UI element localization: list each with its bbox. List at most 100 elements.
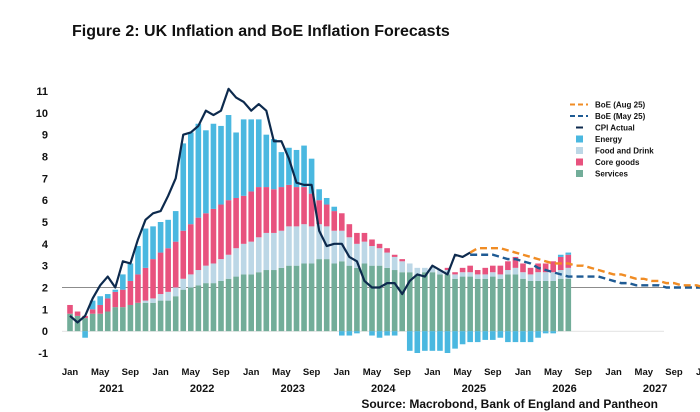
legend-swatch-food — [576, 147, 583, 154]
bar-food — [399, 261, 405, 273]
bar-services — [225, 278, 232, 332]
bar-core — [271, 189, 277, 233]
bar-food — [195, 270, 202, 286]
bar-services — [331, 263, 338, 332]
year-label: 2023 — [280, 383, 304, 395]
bar-food — [414, 267, 421, 275]
bar-energy — [331, 206, 338, 212]
x-tick-label: May — [272, 367, 291, 378]
bar-services — [263, 270, 270, 332]
bar-core — [127, 280, 134, 305]
bar-energy — [520, 331, 526, 343]
bar-services — [172, 296, 179, 332]
bar-services — [316, 259, 322, 332]
y-tick-label: 9 — [42, 130, 48, 142]
bar-food — [233, 248, 239, 277]
bar-services — [474, 278, 481, 332]
bar-core — [172, 241, 179, 288]
legend-label-cpi: CPI Actual — [595, 124, 635, 133]
bar-core — [293, 187, 300, 227]
bar-food — [565, 267, 572, 279]
bar-energy — [557, 254, 564, 257]
bar-food — [482, 274, 489, 279]
bar-energy — [391, 331, 398, 336]
bar-services — [497, 278, 504, 332]
bar-energy — [172, 211, 179, 242]
bar-services — [97, 313, 103, 332]
bar-services — [104, 311, 111, 332]
bar-core — [157, 252, 164, 295]
year-label: 2027 — [643, 383, 667, 395]
year-label: 2026 — [552, 383, 576, 395]
bar-food — [542, 272, 549, 281]
bar-energy — [467, 331, 473, 343]
bar-energy — [271, 139, 277, 190]
bar-services — [135, 302, 141, 332]
series-line-boe_aug — [469, 246, 700, 288]
bar-food — [301, 224, 307, 264]
bar-energy — [165, 219, 171, 249]
bar-energy — [316, 189, 322, 201]
chart-source: Source: Macrobond, Bank of England and P… — [361, 397, 658, 411]
bar-core — [346, 224, 353, 238]
bar-services — [406, 272, 413, 332]
bar-services — [180, 289, 187, 332]
bar-energy — [82, 331, 88, 338]
bar-food — [497, 274, 504, 279]
bar-energy — [157, 222, 164, 253]
bar-services — [203, 283, 209, 332]
bar-energy — [542, 331, 549, 334]
bar-core — [263, 187, 270, 233]
bar-food — [188, 274, 194, 288]
year-label: 2024 — [371, 383, 396, 395]
bar-food — [142, 300, 149, 303]
bar-services — [550, 280, 556, 332]
bar-core — [323, 204, 330, 227]
bar-energy — [346, 331, 353, 336]
bar-core — [527, 267, 534, 275]
x-tick-label: Sep — [393, 367, 411, 378]
x-tick-label: Sep — [575, 367, 593, 378]
bar-core — [135, 274, 141, 303]
bar-energy — [535, 331, 541, 338]
bar-energy — [497, 331, 504, 338]
bar-services — [82, 318, 88, 332]
bar-food — [467, 272, 473, 277]
year-label: 2021 — [99, 383, 123, 395]
legend-label-energy: Energy — [595, 135, 623, 144]
x-tick-label: Sep — [122, 367, 140, 378]
bar-energy — [512, 331, 519, 343]
bar-food — [286, 226, 292, 266]
bar-energy — [278, 152, 285, 188]
bar-services — [505, 274, 511, 332]
bar-core — [482, 267, 489, 275]
bar-core — [74, 311, 81, 316]
bar-services — [233, 276, 239, 332]
bar-core — [104, 298, 111, 312]
legend-label-services: Services — [595, 170, 628, 179]
bar-food — [527, 274, 534, 281]
bar-food — [512, 267, 519, 275]
bar-services — [422, 272, 428, 332]
bar-services — [293, 265, 300, 332]
x-tick-label: Jan — [696, 367, 700, 378]
bar-services — [195, 285, 202, 332]
x-tick-label: Jan — [515, 367, 532, 378]
bar-food — [271, 232, 277, 271]
bar-food — [308, 226, 315, 264]
bar-energy — [422, 331, 428, 351]
legend-label-boe_aug: BoE (Aug 25) — [595, 101, 646, 110]
bar-services — [112, 307, 119, 332]
bar-services — [542, 280, 549, 332]
bar-core — [255, 187, 262, 238]
bar-energy — [376, 331, 383, 338]
bar-core — [195, 217, 202, 271]
y-tick-label: -1 — [38, 348, 48, 360]
bar-food — [550, 272, 556, 281]
legend-label-core: Core goods — [595, 158, 640, 167]
x-tick-label: May — [182, 367, 201, 378]
bar-services — [391, 270, 398, 332]
bar-food — [210, 263, 217, 284]
bar-core — [512, 256, 519, 268]
bar-core — [97, 304, 103, 314]
